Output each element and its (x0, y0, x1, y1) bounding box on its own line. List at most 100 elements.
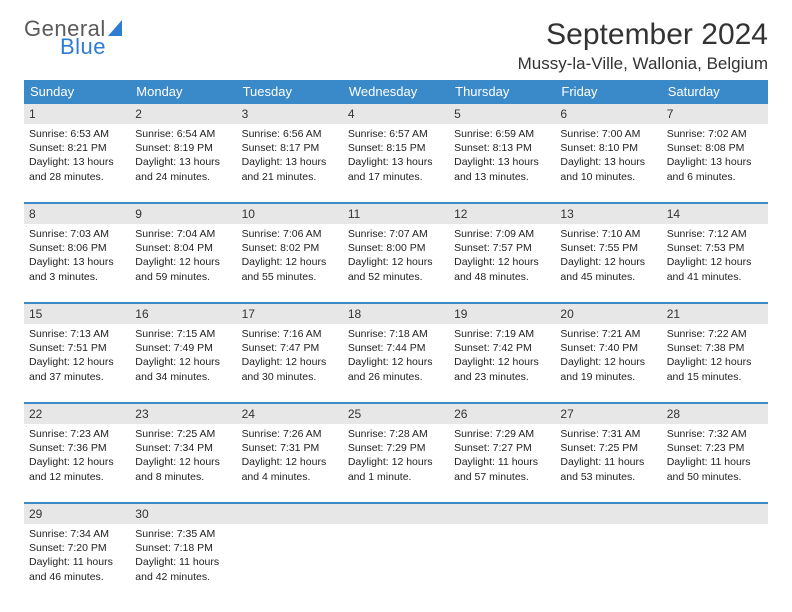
day-cell: Sunrise: 7:19 AMSunset: 7:42 PMDaylight:… (449, 324, 555, 402)
day-number: 23 (130, 404, 236, 424)
daylight-line1: Daylight: 12 hours (29, 355, 125, 369)
logo: General Blue (24, 18, 122, 58)
day-number: 21 (662, 304, 768, 324)
daylight-line1: Daylight: 12 hours (560, 255, 656, 269)
day-number: 8 (24, 204, 130, 224)
day-cell: Sunrise: 7:02 AMSunset: 8:08 PMDaylight:… (662, 124, 768, 202)
sunrise-text: Sunrise: 7:19 AM (454, 327, 550, 341)
sunset-text: Sunset: 7:27 PM (454, 441, 550, 455)
daylight-line1: Daylight: 13 hours (454, 155, 550, 169)
day-number: 14 (662, 204, 768, 224)
daylight-line1: Daylight: 12 hours (135, 455, 231, 469)
day-header: Tuesday (237, 80, 343, 104)
daylight-line1: Daylight: 11 hours (135, 555, 231, 569)
sunset-text: Sunset: 7:18 PM (135, 541, 231, 555)
day-number: 10 (237, 204, 343, 224)
daylight-line1: Daylight: 13 hours (29, 255, 125, 269)
daylight-line2: and 59 minutes. (135, 270, 231, 284)
day-number-row: 22232425262728 (24, 404, 768, 424)
title-block: September 2024 Mussy-la-Ville, Wallonia,… (518, 18, 768, 74)
sunset-text: Sunset: 7:31 PM (242, 441, 338, 455)
daylight-line1: Daylight: 12 hours (667, 355, 763, 369)
daylight-line1: Daylight: 13 hours (348, 155, 444, 169)
day-cell: Sunrise: 7:10 AMSunset: 7:55 PMDaylight:… (555, 224, 661, 302)
daylight-line2: and 41 minutes. (667, 270, 763, 284)
sunrise-text: Sunrise: 7:13 AM (29, 327, 125, 341)
day-info: Sunrise: 6:56 AMSunset: 8:17 PMDaylight:… (242, 127, 338, 184)
sunset-text: Sunset: 8:10 PM (560, 141, 656, 155)
day-number: 17 (237, 304, 343, 324)
day-header: Thursday (449, 80, 555, 104)
day-cell: Sunrise: 7:31 AMSunset: 7:25 PMDaylight:… (555, 424, 661, 502)
day-cell: Sunrise: 7:21 AMSunset: 7:40 PMDaylight:… (555, 324, 661, 402)
sunset-text: Sunset: 8:17 PM (242, 141, 338, 155)
day-header: Friday (555, 80, 661, 104)
day-header: Monday (130, 80, 236, 104)
daylight-line2: and 26 minutes. (348, 370, 444, 384)
sunset-text: Sunset: 7:44 PM (348, 341, 444, 355)
sunset-text: Sunset: 8:06 PM (29, 241, 125, 255)
sunrise-text: Sunrise: 7:06 AM (242, 227, 338, 241)
week-row: Sunrise: 7:03 AMSunset: 8:06 PMDaylight:… (24, 224, 768, 304)
day-cell (343, 524, 449, 602)
daylight-line2: and 46 minutes. (29, 570, 125, 584)
day-number: 13 (555, 204, 661, 224)
daylight-line1: Daylight: 12 hours (560, 355, 656, 369)
day-cell: Sunrise: 6:56 AMSunset: 8:17 PMDaylight:… (237, 124, 343, 202)
day-cell: Sunrise: 7:26 AMSunset: 7:31 PMDaylight:… (237, 424, 343, 502)
sunrise-text: Sunrise: 7:07 AM (348, 227, 444, 241)
day-number: 25 (343, 404, 449, 424)
daylight-line2: and 28 minutes. (29, 170, 125, 184)
sunset-text: Sunset: 8:19 PM (135, 141, 231, 155)
day-cell: Sunrise: 6:53 AMSunset: 8:21 PMDaylight:… (24, 124, 130, 202)
day-number: 6 (555, 104, 661, 124)
day-cell: Sunrise: 7:15 AMSunset: 7:49 PMDaylight:… (130, 324, 236, 402)
day-number: 18 (343, 304, 449, 324)
day-info: Sunrise: 7:31 AMSunset: 7:25 PMDaylight:… (560, 427, 656, 484)
day-cell: Sunrise: 6:54 AMSunset: 8:19 PMDaylight:… (130, 124, 236, 202)
daylight-line2: and 50 minutes. (667, 470, 763, 484)
sunrise-text: Sunrise: 7:21 AM (560, 327, 656, 341)
day-info: Sunrise: 7:32 AMSunset: 7:23 PMDaylight:… (667, 427, 763, 484)
daylight-line2: and 1 minute. (348, 470, 444, 484)
sunset-text: Sunset: 7:20 PM (29, 541, 125, 555)
day-header: Wednesday (343, 80, 449, 104)
day-number: 24 (237, 404, 343, 424)
sunrise-text: Sunrise: 7:10 AM (560, 227, 656, 241)
daylight-line1: Daylight: 12 hours (242, 355, 338, 369)
day-number (449, 504, 555, 524)
daylight-line2: and 42 minutes. (135, 570, 231, 584)
sunset-text: Sunset: 7:36 PM (29, 441, 125, 455)
daylight-line2: and 23 minutes. (454, 370, 550, 384)
sunset-text: Sunset: 7:42 PM (454, 341, 550, 355)
day-cell: Sunrise: 7:12 AMSunset: 7:53 PMDaylight:… (662, 224, 768, 302)
day-number: 30 (130, 504, 236, 524)
sunrise-text: Sunrise: 7:23 AM (29, 427, 125, 441)
day-cell: Sunrise: 7:07 AMSunset: 8:00 PMDaylight:… (343, 224, 449, 302)
day-info: Sunrise: 7:34 AMSunset: 7:20 PMDaylight:… (29, 527, 125, 584)
day-cell: Sunrise: 7:18 AMSunset: 7:44 PMDaylight:… (343, 324, 449, 402)
week-row: Sunrise: 7:13 AMSunset: 7:51 PMDaylight:… (24, 324, 768, 404)
sunset-text: Sunset: 7:38 PM (667, 341, 763, 355)
daylight-line1: Daylight: 11 hours (560, 455, 656, 469)
day-cell: Sunrise: 7:13 AMSunset: 7:51 PMDaylight:… (24, 324, 130, 402)
day-number: 5 (449, 104, 555, 124)
day-number (237, 504, 343, 524)
calendar-page: General Blue September 2024 Mussy-la-Vil… (0, 0, 792, 602)
day-number (555, 504, 661, 524)
day-info: Sunrise: 7:19 AMSunset: 7:42 PMDaylight:… (454, 327, 550, 384)
sunrise-text: Sunrise: 7:35 AM (135, 527, 231, 541)
daylight-line1: Daylight: 13 hours (29, 155, 125, 169)
sunrise-text: Sunrise: 6:59 AM (454, 127, 550, 141)
daylight-line2: and 57 minutes. (454, 470, 550, 484)
daylight-line1: Daylight: 12 hours (242, 255, 338, 269)
daylight-line2: and 34 minutes. (135, 370, 231, 384)
day-number: 28 (662, 404, 768, 424)
day-info: Sunrise: 7:03 AMSunset: 8:06 PMDaylight:… (29, 227, 125, 284)
daylight-line2: and 48 minutes. (454, 270, 550, 284)
daylight-line2: and 4 minutes. (242, 470, 338, 484)
day-number: 12 (449, 204, 555, 224)
daylight-line1: Daylight: 12 hours (667, 255, 763, 269)
sunrise-text: Sunrise: 7:00 AM (560, 127, 656, 141)
daylight-line1: Daylight: 12 hours (348, 355, 444, 369)
